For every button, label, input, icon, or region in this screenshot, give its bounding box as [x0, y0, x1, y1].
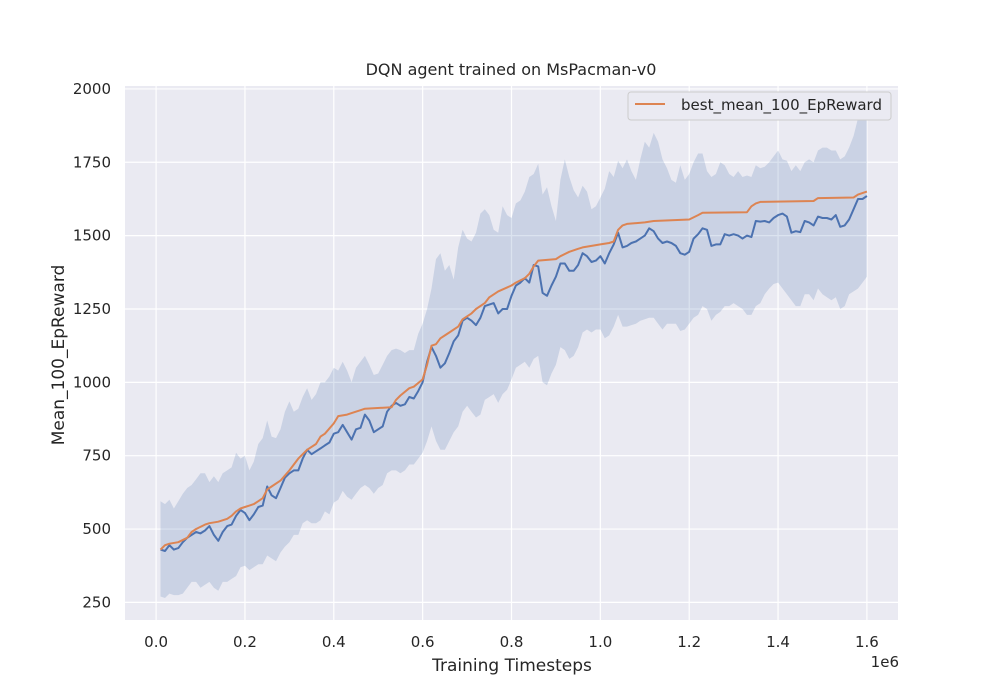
- legend-box: [627, 91, 892, 121]
- x-tick-label: 0.8: [500, 633, 524, 651]
- x-tick-label: 0.2: [233, 633, 257, 651]
- y-tick-labels: 250 500 750 1000 1250 1500 1750 2000: [73, 80, 111, 611]
- x-tick-label: 1.4: [766, 633, 790, 651]
- series-line-mean-reward: [160, 195, 868, 552]
- y-tick-label: 1000: [73, 373, 111, 391]
- grid-lines: [125, 86, 898, 620]
- x-tick-labels: 0.0 0.2 0.4 0.6 0.8 1.0 1.2 1.4 1.6: [144, 633, 879, 651]
- x-tick-label: 1.0: [588, 633, 612, 651]
- y-tick-label: 500: [82, 520, 111, 538]
- series-line-best-mean-reward: [159, 190, 868, 551]
- y-tick-label: 2000: [73, 80, 111, 98]
- y-tick-label: 250: [82, 593, 111, 611]
- y-tick-label: 1750: [73, 153, 111, 171]
- chart-title: DQN agent trained on MsPacman-v0: [366, 60, 657, 79]
- x-tick-label: 0.4: [322, 633, 346, 651]
- confidence-band: [160, 118, 867, 599]
- x-axis-offset-label: 1e6: [871, 653, 899, 671]
- y-axis-label: Mean_100_EpReward: [49, 265, 69, 446]
- y-tick-label: 1250: [73, 300, 111, 318]
- legend: best_mean_100_EpReward: [627, 91, 892, 121]
- legend-label-best-mean-reward: best_mean_100_EpReward: [681, 96, 882, 115]
- y-tick-label: 1500: [73, 227, 111, 245]
- x-tick-label: 0.0: [144, 633, 168, 651]
- x-tick-label: 1.2: [677, 633, 701, 651]
- y-tick-label: 750: [82, 447, 111, 465]
- x-tick-label: 0.6: [411, 633, 435, 651]
- x-tick-label: 1.6: [855, 633, 879, 651]
- x-axis-label: Training Timesteps: [431, 656, 592, 676]
